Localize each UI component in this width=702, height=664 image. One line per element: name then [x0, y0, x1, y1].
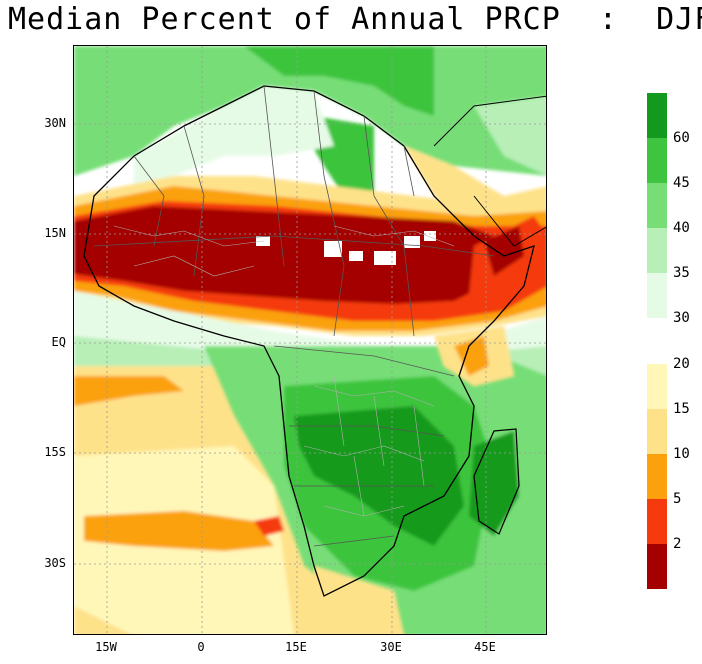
north-light-zone	[134, 86, 334, 186]
cb-upper-30	[647, 273, 667, 318]
lon-label-45e: 45E	[474, 640, 496, 654]
cb-upper-60	[647, 93, 667, 138]
cb-lower-15	[647, 409, 667, 454]
precipitation-map	[74, 46, 546, 634]
cb-label-2: 2	[673, 536, 682, 552]
cb-label-30: 30	[673, 310, 690, 326]
lat-label-30n: 30N	[44, 116, 66, 130]
cb-label-45: 45	[673, 175, 690, 191]
cb-lower-5	[647, 499, 667, 544]
north-dark-green-zone	[244, 46, 434, 116]
cb-label-35: 35	[673, 265, 690, 281]
cape-yellow	[314, 566, 404, 634]
arabian-coastline	[433, 95, 546, 247]
cb-label-40: 40	[673, 220, 690, 236]
horn-darkred	[484, 226, 524, 276]
cb-label-10: 10	[673, 446, 690, 462]
cb-upper-45	[647, 138, 667, 183]
lat-label-30s: 30S	[44, 556, 66, 570]
madagascar-coastline	[473, 428, 520, 535]
admin-boundaries	[113, 225, 455, 517]
cb-label-15: 15	[673, 401, 690, 417]
africa-coastline	[83, 85, 535, 597]
sahel-darkred-band	[74, 206, 494, 304]
cb-upper-40	[647, 183, 667, 228]
west-green-zone	[74, 46, 174, 176]
lon-label-0: 0	[197, 640, 205, 654]
cb-lower-2	[647, 544, 667, 589]
atlantic-orange-blob-2	[84, 511, 274, 551]
cb-label-5: 5	[673, 491, 682, 507]
lat-label-15s: 15S	[44, 445, 66, 459]
madagascar-dark-green	[469, 431, 519, 536]
map-panel	[73, 45, 547, 635]
atlantic-orange-blob	[74, 376, 184, 406]
lon-label-15e: 15E	[285, 640, 307, 654]
lon-label-15w: 15W	[95, 640, 117, 654]
lat-label-15n: 15N	[44, 226, 66, 240]
cb-lower-10	[647, 454, 667, 499]
lon-label-30e: 30E	[380, 640, 402, 654]
lat-label-eq: EQ	[51, 335, 66, 349]
east-africa-orange	[454, 336, 489, 376]
cb-label-20: 20	[673, 356, 690, 372]
cb-label-60: 60	[673, 130, 690, 146]
cb-upper-35	[647, 228, 667, 273]
arabia-light-zone	[474, 96, 546, 176]
atlantic-red-spot	[254, 516, 284, 536]
southern-africa-dark-green	[294, 406, 464, 546]
country-borders	[93, 85, 495, 547]
map-title: Median Percent of Annual PRCP : DJF	[8, 2, 702, 37]
cb-lower-20	[647, 364, 667, 409]
